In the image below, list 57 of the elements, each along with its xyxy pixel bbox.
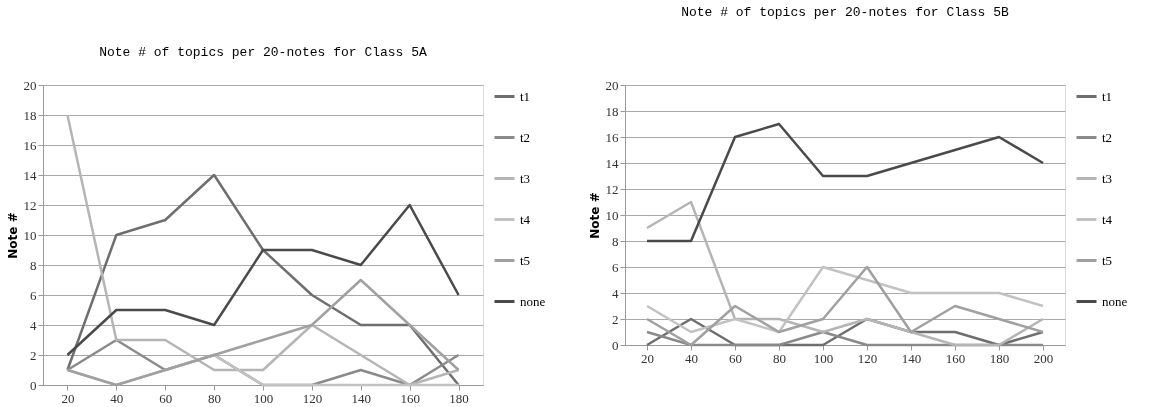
y-tick-label: 0	[30, 377, 37, 393]
x-tick-label: 60	[729, 350, 742, 366]
y-tick-label: 0	[612, 337, 619, 353]
x-tick-label: 40	[110, 390, 124, 406]
x-tick-label: 120	[302, 390, 323, 406]
x-tick-label: 140	[351, 390, 372, 406]
legend-label: t2	[1102, 129, 1113, 145]
y-tick-label: 12	[23, 197, 37, 213]
y-tick-label: 8	[30, 257, 37, 273]
x-tick-label: 100	[813, 350, 834, 366]
legend-label: none	[1102, 293, 1128, 309]
x-tick-label: 180	[449, 390, 469, 406]
x-tick-label: 140	[901, 350, 922, 366]
y-tick-label: 8	[612, 233, 619, 249]
y-axis-title: Note #	[5, 212, 20, 259]
y-tick-label: 2	[612, 311, 619, 327]
y-tick-label: 20	[605, 77, 619, 93]
x-tick-label: 100	[253, 390, 274, 406]
legend-label: t5	[520, 252, 531, 268]
y-tick-label: 18	[605, 103, 619, 119]
y-tick-label: 16	[605, 129, 619, 145]
legend-label: t3	[1102, 170, 1113, 186]
legend-label: t5	[1102, 252, 1113, 268]
y-tick-label: 14	[605, 155, 619, 171]
y-tick-label: 6	[612, 259, 619, 275]
legend-label: t1	[1102, 88, 1113, 104]
y-tick-label: 16	[23, 137, 37, 153]
legend-label: t3	[520, 170, 531, 186]
y-tick-label: 10	[605, 207, 619, 223]
y-tick-label: 2	[30, 347, 37, 363]
x-tick-label: 80	[208, 390, 222, 406]
y-tick-label: 10	[23, 227, 37, 243]
legend-label: t4	[520, 211, 531, 227]
x-tick-label: 200	[1033, 350, 1054, 366]
y-tick-label: 6	[30, 287, 37, 303]
y-axis-title: Note #	[587, 192, 602, 239]
x-tick-label: 80	[773, 350, 786, 366]
legend-label: t2	[520, 129, 531, 145]
y-tick-label: 18	[23, 107, 37, 123]
legend-label: t1	[520, 88, 531, 104]
y-tick-label: 14	[23, 167, 37, 183]
x-tick-label: 20	[61, 390, 75, 406]
y-tick-label: 20	[23, 77, 37, 93]
y-tick-label: 12	[605, 181, 619, 197]
x-tick-label: 160	[945, 350, 966, 366]
x-tick-label: 20	[641, 350, 654, 366]
legend-label: t4	[1102, 211, 1113, 227]
x-tick-label: 40	[685, 350, 698, 366]
y-tick-label: 4	[30, 317, 37, 333]
legend-label: none	[520, 293, 546, 309]
x-tick-label: 160	[400, 390, 420, 406]
chart-title: Note # of topics per 20-notes for Class 5B	[681, 5, 1010, 20]
chart-title: Note # of topics per 20-notes for Class 5A	[99, 45, 428, 60]
x-tick-label: 120	[857, 350, 878, 366]
x-tick-label: 180	[989, 350, 1010, 366]
x-tick-label: 60	[159, 390, 173, 406]
y-tick-label: 4	[612, 285, 619, 301]
